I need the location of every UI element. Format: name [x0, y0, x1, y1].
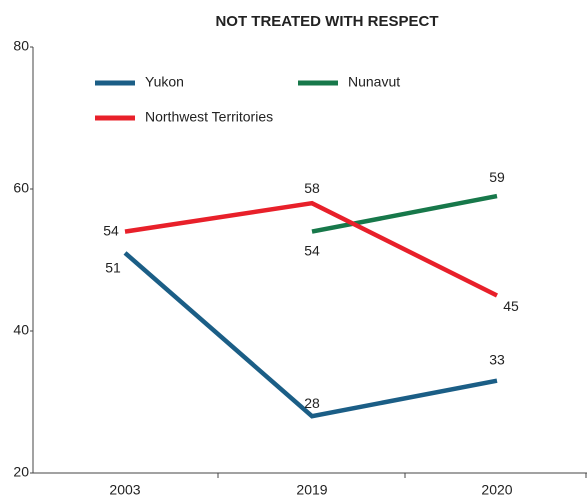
- line: [311, 193, 498, 234]
- data-label: 59: [489, 169, 505, 185]
- data-label: 54: [103, 222, 119, 238]
- x-tick-label: 2020: [481, 482, 512, 498]
- y-tick-label: 80: [13, 38, 29, 54]
- y-tick-label: 60: [13, 180, 29, 196]
- y-tick-label: 40: [13, 322, 29, 338]
- data-label: 28: [304, 395, 320, 411]
- x-tick-label: 2019: [296, 482, 327, 498]
- line: [123, 251, 498, 419]
- chart-title: NOT TREATED WITH RESPECT: [215, 13, 438, 30]
- data-label: 45: [503, 298, 519, 314]
- legend-label: Yukon: [145, 74, 184, 90]
- x-tick-label: 2003: [109, 482, 140, 498]
- line: [124, 200, 499, 298]
- data-label: 54: [304, 242, 320, 258]
- y-tick-label: 20: [13, 464, 29, 480]
- legend-label: Northwest Territories: [145, 109, 273, 125]
- legend-label: Nunavut: [348, 74, 400, 90]
- data-label: 33: [489, 351, 505, 367]
- data-label: 58: [304, 180, 320, 196]
- data-label: 51: [105, 260, 121, 276]
